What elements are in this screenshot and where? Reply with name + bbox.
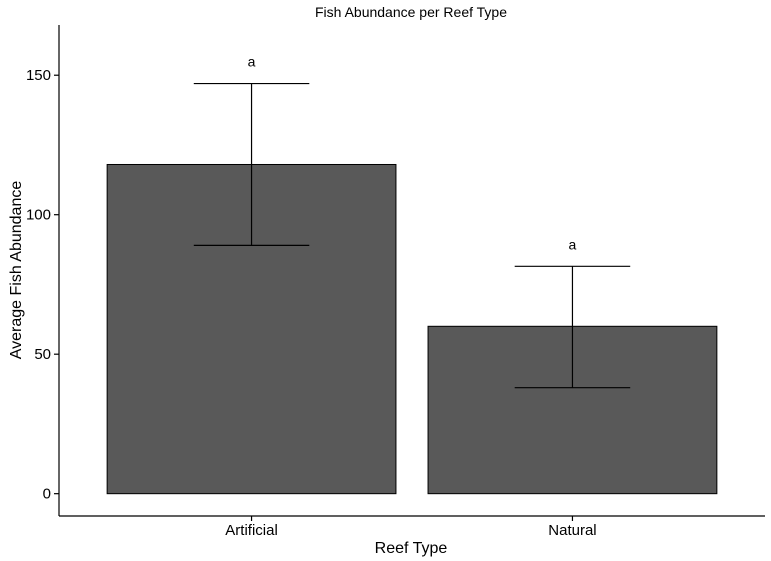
- y-axis-ticks: 0 50 100 150: [26, 67, 59, 503]
- x-tick-label: Artificial: [225, 522, 278, 539]
- chart-title: Fish Abundance per Reef Type: [315, 4, 507, 20]
- significance-label-natural: a: [569, 236, 577, 252]
- x-axis-ticks: Artificial Natural: [225, 516, 597, 539]
- x-tick-label: Natural: [548, 522, 596, 539]
- x-axis-title: Reef Type: [375, 540, 448, 557]
- y-axis-title: Average Fish Abundance: [8, 181, 25, 360]
- plot-area: aa: [106, 54, 718, 495]
- y-tick-label: 50: [34, 346, 51, 363]
- significance-label-artificial: a: [248, 54, 256, 70]
- y-tick-label: 150: [26, 67, 51, 84]
- y-tick-label: 0: [43, 486, 51, 503]
- y-tick-label: 100: [26, 207, 51, 224]
